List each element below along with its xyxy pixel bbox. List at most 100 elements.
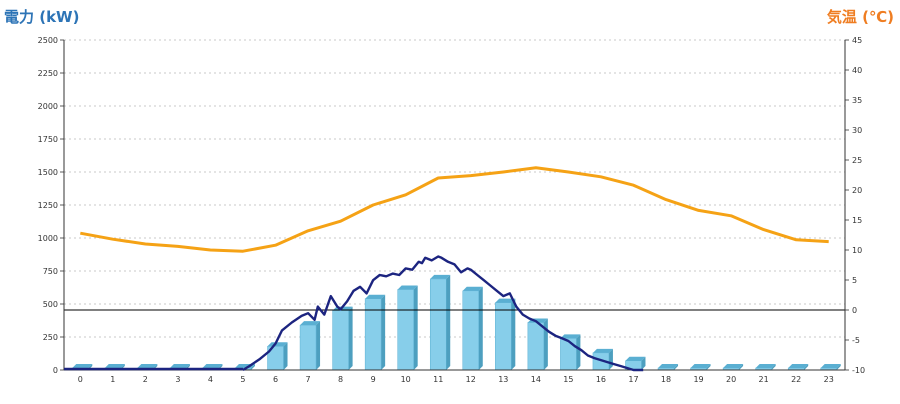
x-tick-label: 22 [791,375,801,384]
left-tick-label: 1750 [38,135,58,144]
bar-top [104,364,125,368]
bar-top [658,364,679,368]
bar-top [755,364,776,368]
right-tick-label: 0 [852,306,857,315]
bar-side [641,356,646,370]
right-tick-label: 10 [852,246,862,255]
bar-side [706,364,711,370]
x-tick-label: 8 [338,375,343,384]
bar-top [690,364,711,368]
x-tick-label: 9 [371,375,376,384]
x-tick-label: 1 [110,375,115,384]
x-tick-label: 13 [498,375,508,384]
bar [462,290,480,371]
x-tick-label: 0 [78,375,83,384]
bar-top [430,274,451,279]
left-tick-label: 500 [43,300,58,309]
bar-side [446,274,451,370]
right-tick-label: -10 [852,366,865,375]
bar-top [820,364,841,368]
x-tick-label: 11 [433,375,443,384]
right-tick-label: 45 [852,36,862,45]
x-tick-label: 3 [175,375,180,384]
bar [495,302,512,371]
x-tick-label: 16 [596,375,606,384]
bar-top [267,342,288,347]
bar-side [739,364,744,370]
x-tick-label: 21 [759,375,769,384]
bar-side [348,306,353,370]
x-tick-label: 6 [273,375,278,384]
x-tick-label: 18 [661,375,671,384]
right-tick-label: 30 [852,126,862,135]
left-tick-label: 0 [53,366,58,375]
right-tick-label: 40 [852,66,862,75]
bar-side [316,321,321,370]
bar-top [202,364,223,368]
left-tick-label: 250 [43,333,58,342]
bar-side [511,298,516,370]
left-tick-label: 2250 [38,69,58,78]
bar-side [674,364,679,370]
left-tick-label: 1500 [38,168,58,177]
bar [560,338,577,371]
left-tick-label: 1250 [38,201,58,210]
x-tick-label: 2 [143,375,148,384]
temperature-line [80,166,829,253]
bar-side [283,342,288,370]
right-tick-label: 5 [852,276,857,285]
bar-top [723,364,744,368]
bar-top [560,334,581,339]
bar-top [495,298,516,303]
x-tick-label: 7 [306,375,311,384]
bar [397,289,414,371]
right-tick-label: 20 [852,186,862,195]
x-tick-label: 15 [563,375,573,384]
right-axis-title: 気温 (℃) [826,8,894,26]
x-tick-label: 5 [240,375,245,384]
left-tick-label: 1000 [38,234,58,243]
right-tick-label: 15 [852,216,862,225]
x-tick-label: 10 [401,375,411,384]
bar [332,310,349,371]
bar [364,298,382,371]
bar [527,322,545,371]
bar-side [804,364,809,370]
bar-side [478,286,483,370]
x-tick-label: 23 [824,375,834,384]
bar-top [365,294,386,299]
bar-side [381,294,386,370]
bar-side [576,334,581,370]
x-tick-label: 12 [466,375,476,384]
bar-top [625,356,646,361]
bar-side [250,364,255,370]
bar-top [592,348,613,353]
x-tick-label: 14 [531,375,541,384]
x-tick-label: 4 [208,375,213,384]
bar-top [169,364,190,368]
bar [299,324,317,371]
x-tick-label: 17 [628,375,638,384]
x-tick-label: 20 [726,375,736,384]
right-tick-label: -5 [852,336,860,345]
bar-top [788,364,809,368]
bar-side [413,285,418,370]
right-tick-label: 25 [852,156,862,165]
bar-side [771,364,776,370]
left-tick-label: 750 [43,267,58,276]
x-tick-label: 19 [693,375,703,384]
bar-top [300,321,321,326]
left-axis-title: 電力 (kW) [4,8,80,26]
bar-side [836,364,841,370]
right-tick-label: 35 [852,96,862,105]
bar-top [397,285,418,290]
left-tick-label: 2000 [38,102,58,111]
bar [429,278,447,371]
bar-top [462,286,483,291]
bar-side [543,318,548,370]
bar-top [72,364,93,368]
left-tick-label: 2500 [38,36,58,45]
power-line [242,255,644,372]
